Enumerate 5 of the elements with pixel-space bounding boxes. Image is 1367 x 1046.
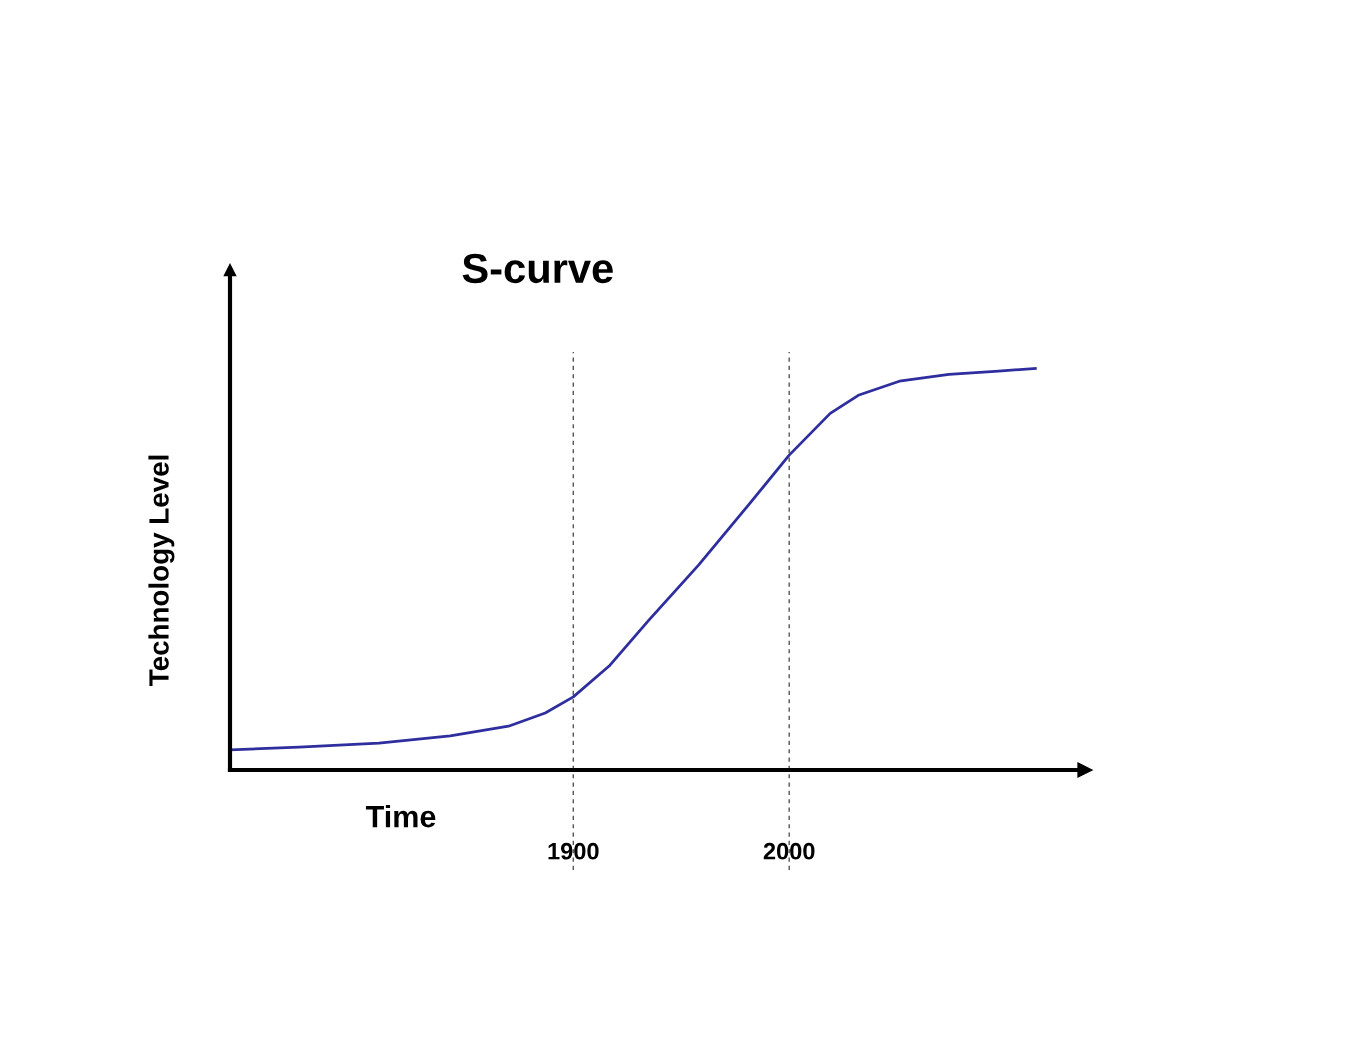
y-axis-title: Technology Level (148, 455, 175, 686)
chart-title: S-curve (462, 253, 613, 284)
x-tick-label: 1900 (548, 842, 599, 860)
x-axis-title: Time (365, 805, 436, 828)
x-tick-label: 2000 (763, 842, 815, 860)
